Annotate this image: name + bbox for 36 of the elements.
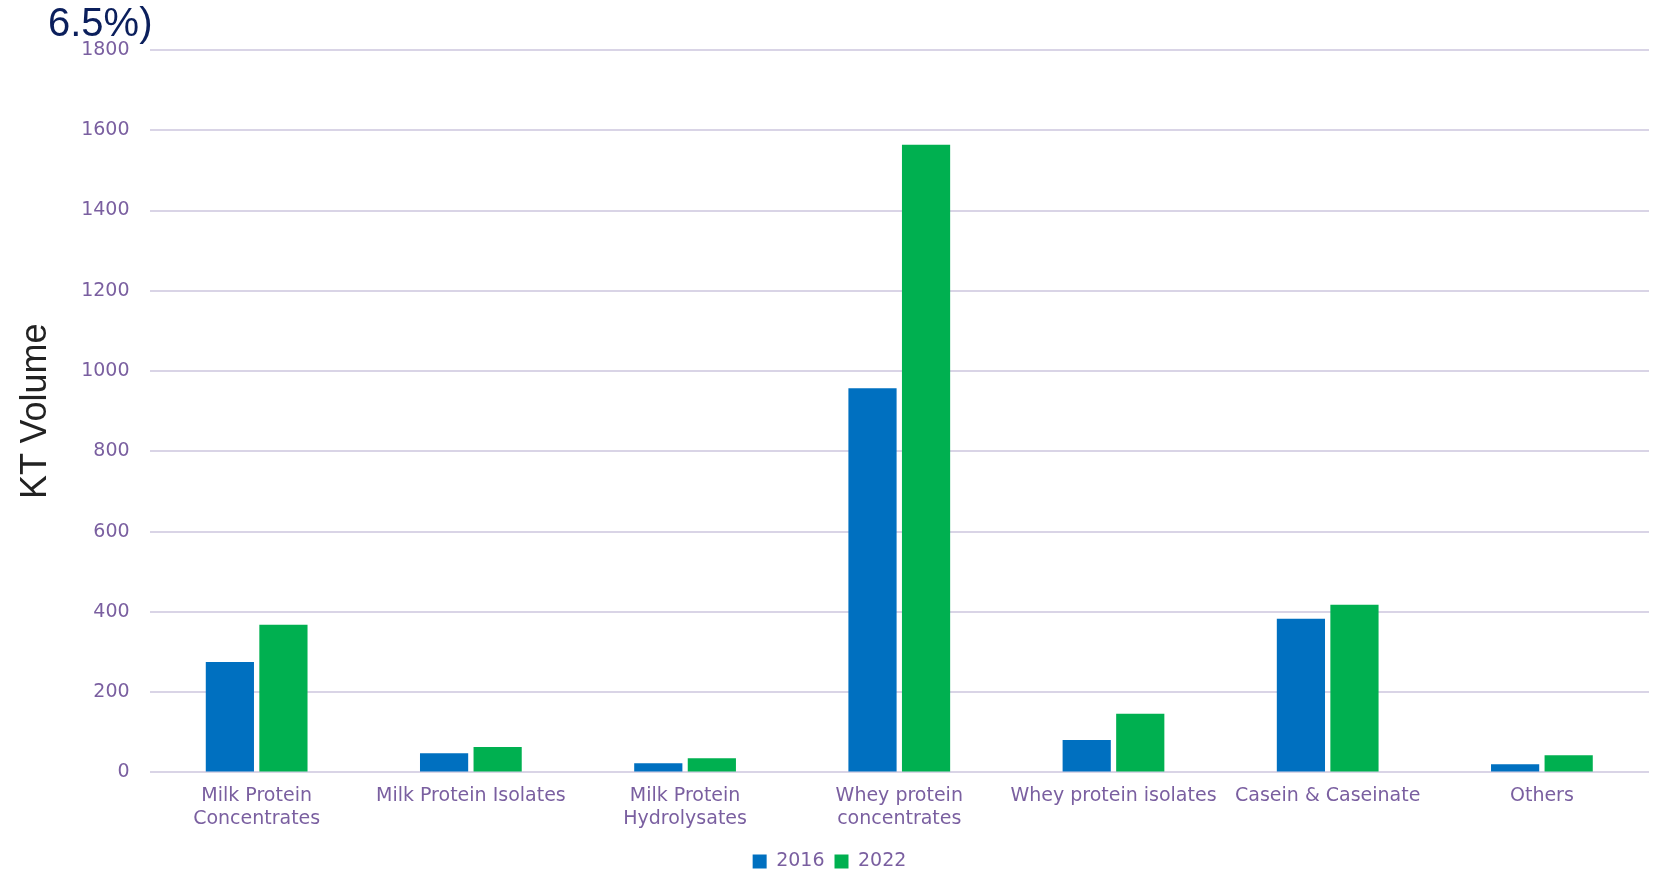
bar <box>848 388 897 772</box>
bar <box>419 753 469 772</box>
bar <box>1330 604 1379 772</box>
category-label: concentrates <box>837 805 962 828</box>
bar <box>1544 755 1593 772</box>
y-tick-label: 200 <box>93 679 130 702</box>
bar <box>1276 618 1326 772</box>
y-axis-title: KT Volume <box>12 323 54 499</box>
y-tick-label: 1600 <box>81 117 130 140</box>
bar <box>473 747 522 772</box>
x-tick-label: Whey protein isolates <box>1010 782 1217 805</box>
y-tick-label: 400 <box>93 598 130 621</box>
y-tick-label: 1400 <box>81 197 130 220</box>
legend-label: 2016 <box>776 848 825 871</box>
category-label: Concentrates <box>193 805 321 828</box>
y-tick-label: 600 <box>93 518 130 541</box>
bar <box>205 662 254 772</box>
category-label: Milk Protein <box>629 782 741 805</box>
category-label: Whey protein <box>835 782 963 805</box>
bar <box>1491 764 1540 772</box>
y-tick-label: 0 <box>117 759 130 782</box>
bar <box>634 763 683 772</box>
x-tick-label: Others <box>1509 782 1574 805</box>
legend-label: 2022 <box>858 848 907 871</box>
category-label: Milk Protein <box>201 782 312 805</box>
bar <box>687 758 736 772</box>
category-label: Hydrolysates <box>623 805 747 828</box>
x-tick-label: Casein & Caseinate <box>1235 782 1421 805</box>
x-tick-label: Milk Protein Isolates <box>376 782 566 805</box>
bar <box>1062 739 1111 772</box>
bar <box>1116 713 1165 772</box>
y-tick-label: 1200 <box>81 277 130 300</box>
y-tick-label: 800 <box>93 438 130 461</box>
y-tick-label: 1000 <box>81 358 130 380</box>
bar <box>901 144 951 772</box>
bar <box>259 624 308 772</box>
